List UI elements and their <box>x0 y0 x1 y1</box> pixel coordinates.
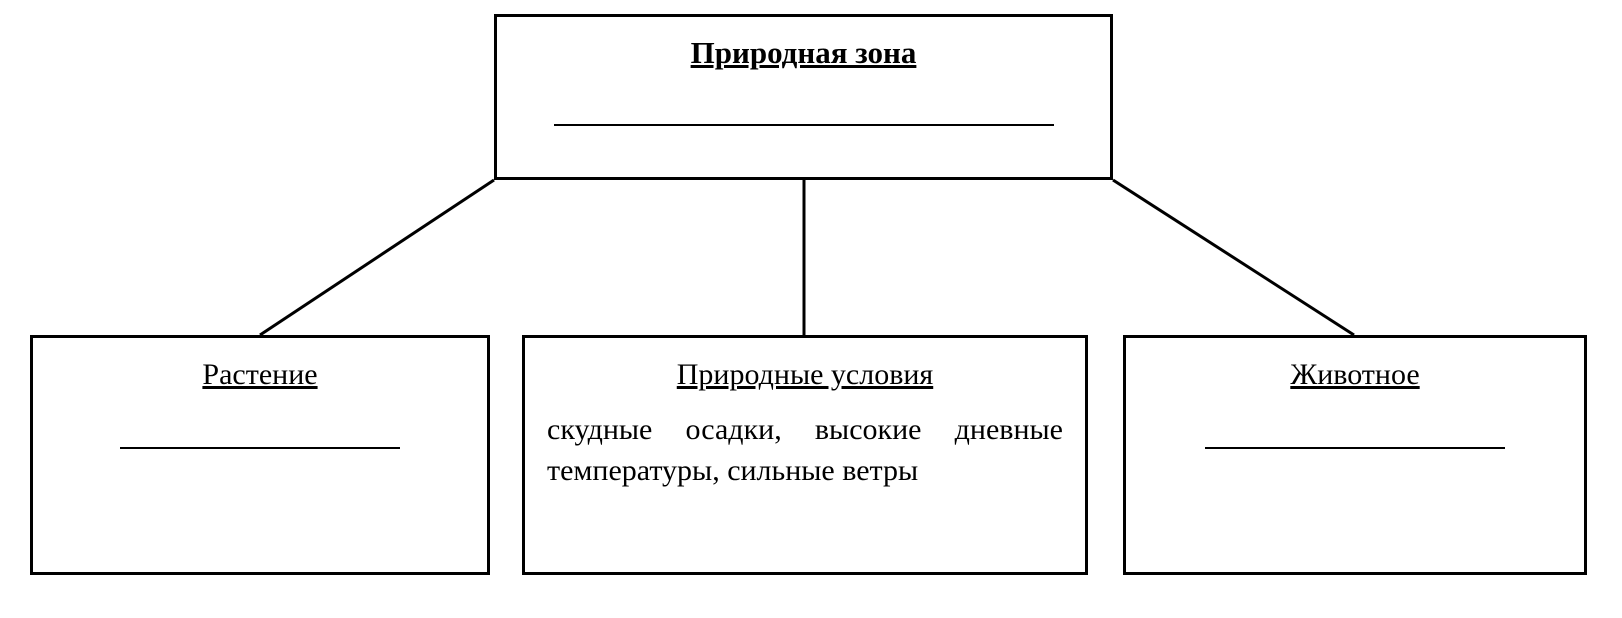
edge-left <box>260 180 494 335</box>
child-plant-blank <box>120 447 400 449</box>
child-animal-blank <box>1205 447 1505 449</box>
child-plant-title: Растение <box>33 358 487 392</box>
top-node-blank <box>554 124 1054 126</box>
child-animal-title: Животное <box>1126 358 1584 392</box>
top-node-title: Природная зона <box>497 35 1110 71</box>
top-node: Природная зона <box>494 14 1113 180</box>
natural-zone-diagram: Природная зона Растение Природные услови… <box>0 0 1622 618</box>
child-node-plant: Растение <box>30 335 490 575</box>
child-node-animal: Животное <box>1123 335 1587 575</box>
child-conditions-title: Природные условия <box>547 358 1063 392</box>
edge-right <box>1113 180 1354 335</box>
child-node-conditions: Природные условия скудные осадки, высоки… <box>522 335 1088 575</box>
child-conditions-body: скудные осадки, высокие дневные температ… <box>547 410 1063 491</box>
